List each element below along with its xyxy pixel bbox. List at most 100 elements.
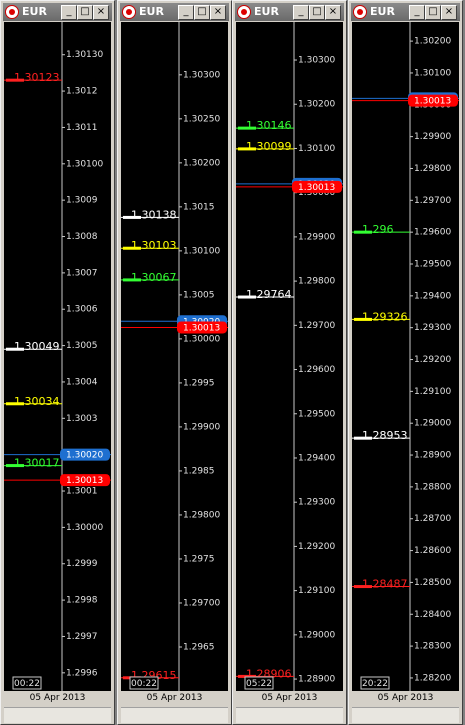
level-label: 1.30146 [246, 119, 292, 132]
minimize-button[interactable]: _ [293, 5, 309, 20]
y-tick-label: 1.29700 [298, 321, 335, 331]
maximize-button[interactable]: □ [77, 5, 93, 20]
y-tick-label: 1.3005 [66, 341, 98, 351]
time-label: 00:22 [131, 679, 157, 689]
y-tick-label: 1.29100 [298, 586, 335, 596]
level-label: 1.30017 [14, 457, 60, 470]
date-label: 05 Apr 2013 [377, 693, 434, 703]
time-box [360, 676, 390, 690]
price-box [292, 180, 342, 193]
level-marker [123, 215, 141, 219]
minimize-button[interactable]: _ [409, 5, 425, 20]
y-tick-label: 1.3006 [66, 305, 98, 315]
date-label: 05 Apr 2013 [261, 693, 318, 703]
maximize-button[interactable]: □ [309, 5, 325, 20]
chart-window: EUR _ □ × 1.30130 1.3012 1.3011 1.30100 1.3009 1.… [0, 0, 115, 725]
close-button[interactable]: × [210, 5, 226, 20]
chart-window: EUR _ □ × 1.30300 1.30200 1.30100 1.30000 1.2990… [232, 0, 347, 725]
level-label: 1.30067 [131, 271, 177, 284]
y-tick-label: 1.2998 [66, 596, 98, 606]
scrollbar[interactable] [352, 707, 459, 723]
level-label: 1.29764 [246, 288, 292, 301]
price-box-label: 1.30013 [414, 97, 451, 107]
price-box-label: 1.30013 [298, 183, 335, 193]
y-tick-label: 1.29300 [298, 498, 335, 508]
y-tick-label: 1.28900 [298, 675, 335, 685]
y-tick-label: 1.3008 [66, 232, 98, 242]
y-tick-label: 1.29900 [298, 232, 335, 242]
level-label: 1.296 [362, 223, 394, 236]
level-label: 1.30099 [246, 140, 292, 153]
y-tick-label: 1.30250 [183, 114, 220, 124]
close-button[interactable]: × [441, 5, 457, 20]
y-tick-label: 1.28700 [414, 514, 451, 524]
level-label: 1.29326 [362, 310, 408, 323]
level-marker [238, 295, 256, 299]
y-tick-label: 1.28400 [414, 610, 451, 620]
y-tick-label: 1.2985 [183, 466, 215, 476]
level-label: 1.30034 [14, 395, 60, 408]
time-box [244, 676, 274, 690]
maximize-button[interactable]: □ [194, 5, 210, 20]
window-title: EUR [22, 5, 47, 18]
y-tick-label: 1.3001 [66, 487, 98, 497]
maximize-button[interactable]: □ [425, 5, 441, 20]
level-marker [6, 402, 24, 406]
y-tick-label: 1.29900 [183, 422, 220, 432]
y-tick-label: 1.29700 [183, 598, 220, 608]
level-marker [6, 347, 24, 351]
time-label: 05:22 [246, 679, 272, 689]
minimize-button[interactable]: _ [178, 5, 194, 20]
level-label: 1.30103 [131, 239, 177, 252]
price-box [177, 321, 227, 334]
time-label: 20:22 [362, 679, 388, 689]
app-icon [122, 5, 136, 19]
y-tick-label: 1.29300 [414, 323, 451, 333]
y-tick-label: 1.30300 [183, 70, 220, 80]
y-tick-label: 1.2999 [66, 559, 98, 569]
y-tick-label: 1.3011 [66, 123, 98, 133]
chart-window: EUR _ □ × 1.30300 1.30250 1.30200 1.3015 1.30100… [117, 0, 232, 725]
window-title: EUR [254, 5, 279, 18]
level-label: 1.30138 [131, 208, 177, 221]
price-chart: 1.30300 1.30200 1.30100 1.30000 1.29900 1.298… [236, 22, 343, 691]
minimize-button[interactable]: _ [61, 5, 77, 20]
time-label: 00:22 [14, 679, 40, 689]
price-box-label: 1.30013 [183, 323, 220, 333]
price-chart: 1.302001.301001.300001.299001.298001.297… [352, 22, 459, 691]
date-label: 05 Apr 2013 [29, 693, 86, 703]
level-marker [238, 674, 256, 678]
y-tick-label: 1.28800 [414, 482, 451, 492]
y-tick-label: 1.30100 [298, 144, 335, 154]
scrollbar[interactable] [4, 707, 111, 723]
y-tick-label: 1.29600 [298, 365, 335, 375]
level-marker [354, 317, 372, 321]
y-tick-label: 1.2997 [66, 632, 98, 642]
price-box [408, 94, 458, 107]
y-tick-label: 1.28300 [414, 642, 451, 652]
app-icon [237, 5, 251, 19]
level-marker [354, 230, 372, 234]
y-tick-label: 1.2996 [66, 668, 98, 678]
scrollbar[interactable] [121, 707, 228, 723]
level-label: 1.28953 [362, 429, 408, 442]
y-tick-label: 1.29000 [298, 630, 335, 640]
price-box-label: 1.30020 [66, 451, 103, 461]
y-tick-label: 1.29900 [414, 132, 451, 142]
y-tick-label: 1.29200 [414, 355, 451, 365]
close-button[interactable]: × [325, 5, 341, 20]
y-tick-label: 1.30200 [414, 37, 451, 47]
scrollbar[interactable] [236, 707, 343, 723]
chart-window: EUR_□×1.302001.301001.300001.299001.2980… [348, 0, 463, 725]
close-button[interactable]: × [93, 5, 109, 20]
y-tick-label: 1.29800 [183, 510, 220, 520]
y-tick-label: 1.29400 [414, 291, 451, 301]
y-tick-label: 1.30100 [66, 159, 103, 169]
y-tick-label: 1.29800 [298, 277, 335, 287]
y-tick-label: 1.30200 [183, 158, 220, 168]
y-tick-label: 1.2965 [183, 642, 215, 652]
y-tick-label: 1.28500 [414, 578, 451, 588]
y-tick-label: 1.29200 [298, 542, 335, 552]
y-tick-label: 1.2975 [183, 554, 215, 564]
